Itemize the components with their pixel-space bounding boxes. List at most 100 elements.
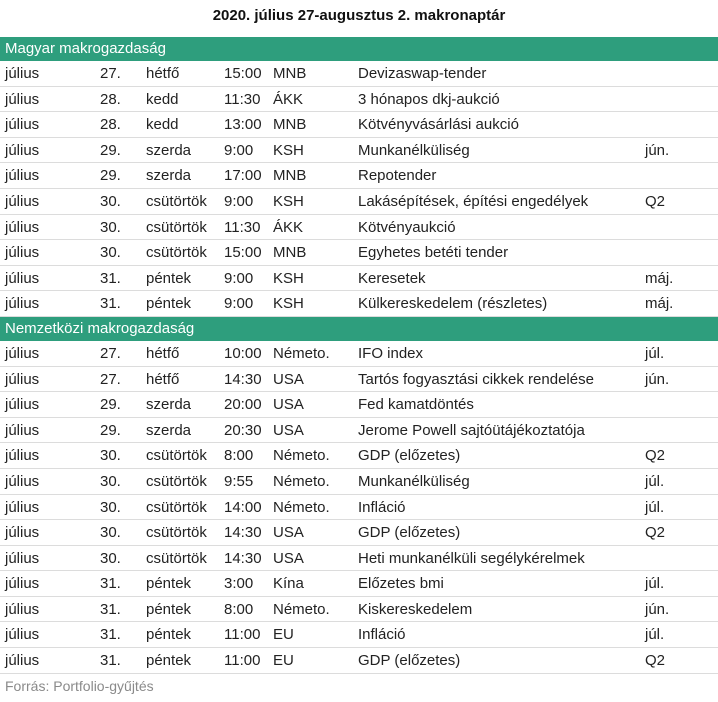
month-cell: július xyxy=(5,549,40,567)
month-cell: július xyxy=(5,370,40,388)
weekday-cell: péntek xyxy=(146,269,192,287)
weekday-cell: kedd xyxy=(146,116,179,134)
time-cell: 8:00 xyxy=(224,600,254,618)
weekday-cell: szerda xyxy=(146,167,192,185)
event-cell: Előzetes bmi xyxy=(358,575,444,593)
time-cell: 14:00 xyxy=(224,498,262,516)
source-cell: KSH xyxy=(273,269,304,287)
time-cell: 14:30 xyxy=(224,549,262,567)
day-cell: 31. xyxy=(100,269,121,287)
table-row: július 28. kedd 11:30 ÁKK 3 hónapos dkj-aukci… xyxy=(0,87,718,113)
macro-calendar-table: Magyar makrogazdaság július 27. hétfő 15:00 M… xyxy=(0,37,718,674)
month-cell: július xyxy=(5,218,40,236)
day-cell: 29. xyxy=(100,167,121,185)
day-cell: 30. xyxy=(100,192,121,210)
day-cell: 30. xyxy=(100,524,121,542)
table-row: július 30. csütörtök 14:00 Németo. Infláció jú… xyxy=(0,495,718,521)
period-cell: Q2 xyxy=(645,192,666,210)
day-cell: 30. xyxy=(100,218,121,236)
source-cell: Németo. xyxy=(273,600,330,618)
day-cell: 27. xyxy=(100,370,121,388)
time-cell: 9:00 xyxy=(224,141,254,159)
source-cell: Németo. xyxy=(273,344,330,362)
time-cell: 10:00 xyxy=(224,344,262,362)
weekday-cell: csütörtök xyxy=(146,218,207,236)
time-cell: 11:00 xyxy=(224,652,261,670)
period-cell: jún. xyxy=(645,370,670,388)
table-row: július 29. szerda 20:00 USA Fed kamatdöntés xyxy=(0,392,718,418)
time-cell: 9:55 xyxy=(224,472,254,490)
event-cell: Repotender xyxy=(358,167,437,185)
month-cell: július xyxy=(5,295,40,313)
source-cell: USA xyxy=(273,396,304,414)
month-cell: július xyxy=(5,116,40,134)
time-cell: 9:00 xyxy=(224,269,254,287)
weekday-cell: szerda xyxy=(146,141,192,159)
weekday-cell: kedd xyxy=(146,90,179,108)
table-row: július 27. hétfő 10:00 Németo. IFO index júl. xyxy=(0,341,718,367)
table-row: július 30. csütörtök 14:30 USA Heti munkanélk… xyxy=(0,546,718,572)
time-cell: 3:00 xyxy=(224,575,254,593)
table-row: július 27. hétfő 15:00 MNB Devizaswap-tender xyxy=(0,61,718,87)
day-cell: 28. xyxy=(100,90,121,108)
period-cell: jún. xyxy=(645,141,670,159)
period-cell: júl. xyxy=(645,498,665,516)
weekday-cell: hétfő xyxy=(146,344,180,362)
day-cell: 30. xyxy=(100,244,121,262)
event-cell: Kötvényaukció xyxy=(358,218,456,236)
source-cell: ÁKK xyxy=(273,90,304,108)
weekday-cell: hétfő xyxy=(146,65,180,82)
day-cell: 28. xyxy=(100,116,121,134)
source-cell: USA xyxy=(273,549,304,567)
month-cell: július xyxy=(5,421,40,439)
month-cell: július xyxy=(5,447,40,465)
event-cell: Munkanélküliség xyxy=(358,141,470,159)
source-cell: KSH xyxy=(273,295,304,313)
table-row: július 30. csütörtök 14:30 USA GDP (előzetes)… xyxy=(0,520,718,546)
event-cell: Lakásépítések, építési engedélyek xyxy=(358,192,589,210)
weekday-cell: csütörtök xyxy=(146,524,207,542)
month-cell: július xyxy=(5,472,40,490)
event-cell: Infláció xyxy=(358,498,406,516)
event-cell: GDP (előzetes) xyxy=(358,447,461,465)
month-cell: július xyxy=(5,575,40,593)
day-cell: 29. xyxy=(100,421,121,439)
source-cell: USA xyxy=(273,524,304,542)
period-cell: júl. xyxy=(645,575,665,593)
period-cell: júl. xyxy=(645,626,665,644)
time-cell: 9:00 xyxy=(224,295,254,313)
time-cell: 9:00 xyxy=(224,192,254,210)
month-cell: július xyxy=(5,269,40,287)
time-cell: 14:30 xyxy=(224,524,262,542)
table-row: július 31. péntek 9:00 KSH Keresetek máj. xyxy=(0,266,718,292)
month-cell: július xyxy=(5,652,40,670)
period-cell: Q2 xyxy=(645,524,666,542)
source-cell: MNB xyxy=(273,244,307,262)
day-cell: 27. xyxy=(100,65,121,82)
weekday-cell: csütörtök xyxy=(146,549,207,567)
table-row: július 31. péntek 11:00 EU GDP (előzetes) Q2 xyxy=(0,648,718,674)
month-cell: július xyxy=(5,524,40,542)
period-cell: Q2 xyxy=(645,652,666,670)
table-row: július 29. szerda 9:00 KSH Munkanélküliség jún… xyxy=(0,138,718,164)
month-cell: július xyxy=(5,141,40,159)
section-header: Nemzetközi makrogazdaság xyxy=(0,316,718,341)
table-row: július 29. szerda 17:00 MNB Repotender xyxy=(0,163,718,189)
weekday-cell: csütörtök xyxy=(146,447,207,465)
weekday-cell: hétfő xyxy=(146,370,180,388)
event-cell: Tartós fogyasztási cikkek rendelése xyxy=(358,370,594,388)
table-row: július 31. péntek 9:00 KSH Külkereskedelem (r… xyxy=(0,291,718,317)
table-row: július 28. kedd 13:00 MNB Kötvényvásárlási au… xyxy=(0,112,718,138)
period-cell: júl. xyxy=(645,472,665,490)
period-cell: máj. xyxy=(645,269,674,287)
event-cell: IFO index xyxy=(358,344,424,362)
month-cell: július xyxy=(5,244,40,262)
source-cell: KSH xyxy=(273,141,304,159)
event-cell: Munkanélküliség xyxy=(358,472,470,490)
event-cell: Keresetek xyxy=(358,269,426,287)
event-cell: Infláció xyxy=(358,626,406,644)
page-title: 2020. július 27-augusztus 2. makronaptár xyxy=(212,7,506,24)
table-row: július 30. csütörtök 11:30 ÁKK Kötvényaukció xyxy=(0,215,718,241)
source-cell: Kína xyxy=(273,575,304,593)
period-cell: júl. xyxy=(645,344,665,362)
